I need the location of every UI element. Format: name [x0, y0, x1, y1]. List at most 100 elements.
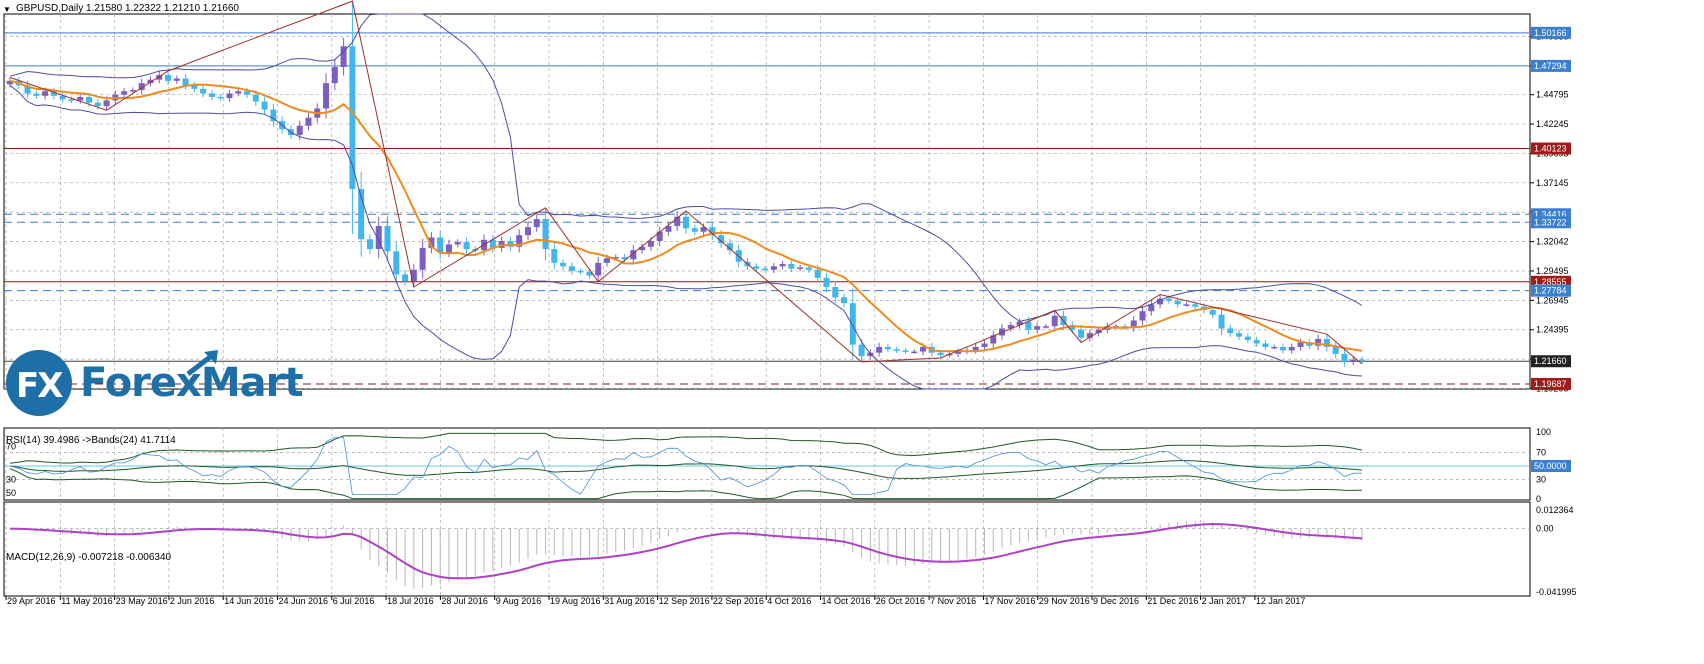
price-level-badge — [1531, 355, 1571, 368]
rsi-axis-label: 0 — [1536, 494, 1541, 504]
candle-body — [261, 101, 268, 110]
candle-body — [665, 225, 672, 232]
candle-body — [753, 266, 760, 269]
candle-body — [516, 235, 523, 247]
candle-body — [814, 269, 821, 278]
candle-body — [1174, 300, 1181, 305]
candle-body — [955, 351, 962, 354]
candle-body — [454, 242, 461, 245]
candle-body — [612, 257, 619, 259]
rsi-line — [9, 437, 1363, 495]
date-label: 12 Sep 2016 — [659, 596, 710, 606]
candle-body — [1315, 338, 1322, 346]
candle-body — [1016, 321, 1023, 326]
candle-body — [507, 240, 514, 247]
candle-body — [937, 352, 944, 356]
candle-body — [77, 96, 84, 101]
candle-body — [208, 93, 215, 97]
date-label: 6 Jul 2016 — [333, 596, 375, 606]
candle-body — [683, 216, 689, 229]
rsi-left-label: 30 — [6, 475, 16, 485]
candle-body — [656, 231, 663, 241]
candle-body — [990, 335, 997, 344]
candle-body — [603, 258, 610, 263]
candle-body — [1227, 328, 1234, 334]
date-label: 2 Jun 2016 — [170, 596, 215, 606]
candle-body — [700, 227, 707, 232]
price-level-label: 1.19687 — [1534, 379, 1567, 389]
price-level-label: 1.28555 — [1534, 277, 1567, 287]
price-pane — [3, 13, 1531, 390]
candle-body — [577, 270, 584, 273]
date-label: 26 Oct 2016 — [876, 596, 925, 606]
candle-body — [1034, 326, 1041, 330]
candle-body — [147, 79, 154, 84]
candle-body — [375, 225, 382, 250]
candle-body — [121, 91, 128, 95]
date-label: 31 Aug 2016 — [604, 596, 655, 606]
candle-body — [972, 346, 979, 351]
candle-body — [841, 297, 848, 304]
candle-body — [1078, 329, 1085, 338]
date-label: 11 May 2016 — [61, 596, 112, 606]
candle-body — [1359, 359, 1365, 362]
candle-body — [366, 239, 373, 250]
candle-body — [858, 344, 865, 357]
candle-body — [305, 117, 312, 126]
candle-body — [270, 109, 277, 122]
rsi-label: RSI(14) 39.4986 ->Bands(24) 41.7114 — [6, 435, 176, 446]
candle-body — [1236, 333, 1243, 337]
candle-body — [1130, 320, 1137, 328]
candle-body — [1157, 298, 1164, 305]
candle-body — [639, 246, 646, 251]
candle-body — [709, 227, 716, 236]
date-label: 7 Nov 2016 — [930, 596, 976, 606]
candle-body — [68, 99, 75, 101]
candle-body — [340, 46, 347, 67]
rsi-axis-label: 50.0000 — [1534, 461, 1567, 471]
candle-body — [252, 94, 259, 102]
date-label: 9 Dec 2016 — [1093, 596, 1139, 606]
candle-body — [551, 249, 558, 263]
candle-body — [7, 80, 13, 85]
date-label: 24 Jun 2016 — [279, 596, 329, 606]
candle-body — [849, 303, 856, 345]
candle-body — [156, 75, 163, 80]
candle-body — [533, 219, 540, 228]
collapse-arrow-icon[interactable]: ▼ — [3, 5, 11, 14]
candle-body — [94, 102, 101, 107]
candle-body — [33, 93, 40, 96]
candle-body — [138, 83, 145, 91]
candle-body — [1192, 304, 1199, 307]
candle-body — [1069, 325, 1076, 330]
price-tick-label: 1.32042 — [1536, 237, 1569, 247]
rsi-pane — [3, 427, 1531, 501]
forexmart-logo: FX ForexMart — [6, 348, 306, 418]
macd-label: MACD(12,26,9) -0.007218 -0.006340 — [6, 552, 172, 563]
candle-body — [1051, 315, 1058, 327]
rsi-band-upper — [9, 432, 1363, 464]
price-level-badge — [1531, 142, 1571, 155]
date-label: 28 Jul 2016 — [441, 596, 488, 606]
macd-axis-label: -0.041995 — [1536, 587, 1577, 597]
price-level-label: 1.33722 — [1534, 217, 1567, 227]
price-level-label: 1.50166 — [1534, 28, 1567, 38]
candle-body — [393, 251, 400, 275]
candle-body — [902, 350, 909, 352]
candle-body — [542, 219, 549, 250]
candle-body — [762, 268, 769, 271]
moving-average — [9, 79, 1363, 353]
candle-body — [1288, 346, 1295, 351]
candle-body — [1253, 340, 1260, 344]
candle-body — [428, 237, 435, 248]
candle-body — [384, 225, 391, 252]
candle-body — [182, 78, 189, 86]
date-label: 19 Aug 2016 — [550, 596, 601, 606]
candle-body — [1042, 326, 1049, 328]
candle-body — [911, 351, 918, 354]
candle-body — [296, 125, 303, 135]
candle-body — [1209, 310, 1216, 315]
candle-body — [779, 264, 786, 267]
candle-body — [805, 267, 812, 270]
